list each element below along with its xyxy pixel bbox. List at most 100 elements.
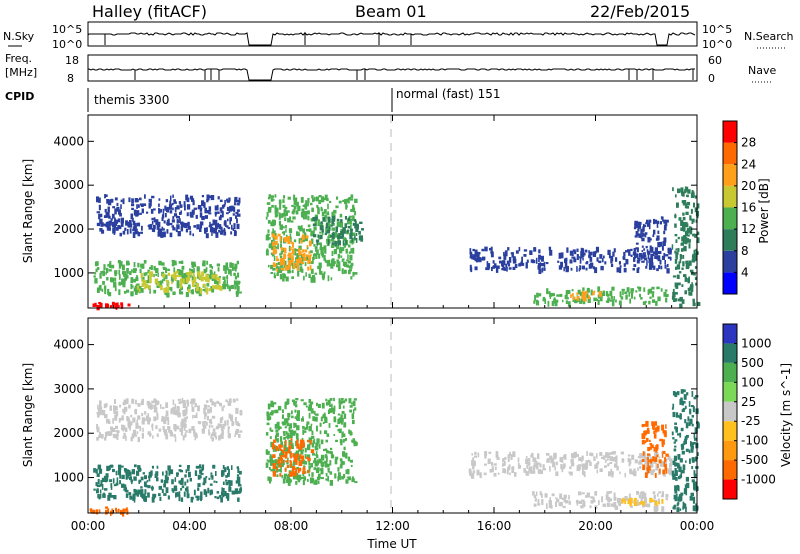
freq-panel [87,54,698,82]
echo-cell [569,471,573,476]
echo-cell [137,285,140,288]
echo-cell [165,267,168,273]
echo-cell [326,433,330,437]
echo-cell [341,234,345,238]
echo-cell [618,261,621,265]
echo-cell [600,265,604,271]
echo-cell [218,402,221,406]
echo-cell [138,479,142,483]
echo-cell [187,225,191,230]
echo-cell [297,478,301,483]
echo-cell [174,436,177,442]
echo-cell [581,265,585,270]
echo-cell [101,229,105,234]
echo-cell [683,394,687,400]
echo-cell [577,289,581,294]
echo-cell [225,493,230,499]
echo-cell [313,196,316,201]
echo-cell [679,432,682,438]
echo-cell [606,503,610,507]
echo-cell [558,502,562,507]
echo-cell [118,274,121,280]
echo-cell [321,231,324,236]
echo-cell [273,274,276,279]
echo-cell [289,270,292,273]
echo-cell [137,436,140,443]
echo-cell [661,255,665,260]
echo-cell [647,254,650,260]
echo-cell [126,268,129,274]
echo-cell [96,488,99,493]
echo-cell [131,469,135,475]
echo-cell [167,426,171,430]
echo-cell [202,276,206,279]
echo-cell [693,470,696,475]
echo-cell [507,466,511,471]
echo-cell [107,495,111,501]
echo-cell [685,439,687,445]
echo-cell [283,237,287,240]
echo-cell [271,219,276,225]
echo-cell [330,454,335,459]
echo-cell [546,288,549,295]
echo-cell [220,210,224,214]
echo-cell [292,242,294,248]
echo-cell [526,464,529,468]
echo-cell [119,404,122,408]
echo-cell [675,493,678,498]
echo-cell [107,199,112,206]
echo-cell [659,221,662,225]
echo-cell [197,483,201,487]
echo-cell [512,266,516,270]
echo-cell [661,424,664,431]
echo-cell [158,198,161,201]
echo-cell [287,257,290,263]
echo-cell [266,249,269,255]
echo-cell [212,219,215,226]
echo-cell [620,296,624,300]
echo-cell [641,250,644,253]
echo-cell [135,423,139,429]
echo-cell [300,225,303,231]
echo-cell [163,220,166,224]
echo-cell [341,247,345,252]
echo-cell [328,239,330,246]
echo-cell [140,489,144,494]
freq-tick-bottom: 8 [67,72,74,85]
echo-cell [209,221,211,226]
echo-cell [327,229,331,234]
echo-cell [323,412,326,416]
echo-cell [548,502,552,509]
echo-cell [328,234,332,238]
echo-cell [342,440,345,443]
echo-cell [536,292,539,298]
echo-cell [110,198,114,203]
echo-cell [692,496,696,500]
colorbar-tick-label: 4 [741,265,749,279]
echo-cell [495,451,499,456]
echo-cell [683,440,686,445]
echo-cell [329,480,333,486]
echo-cell [229,403,232,406]
echo-cell [279,258,283,265]
echo-cell [277,405,282,411]
echo-cell [291,257,294,263]
echo-cell [235,480,238,484]
echo-cell [586,451,588,456]
echo-cell [116,434,119,441]
echo-cell [181,275,185,281]
echo-cell [338,428,342,434]
echo-cell [199,277,203,280]
echo-cell [316,438,320,444]
echo-cell [163,493,167,496]
echo-cell [672,299,676,302]
echo-cell [181,477,184,482]
echo-cell [197,206,200,210]
echo-cell [169,222,173,226]
echo-cell [120,418,124,421]
echo-cell [224,270,227,274]
echo-cell [585,460,589,465]
echo-cell [99,273,102,279]
echo-cell [647,446,651,452]
echo-cell [568,500,571,505]
